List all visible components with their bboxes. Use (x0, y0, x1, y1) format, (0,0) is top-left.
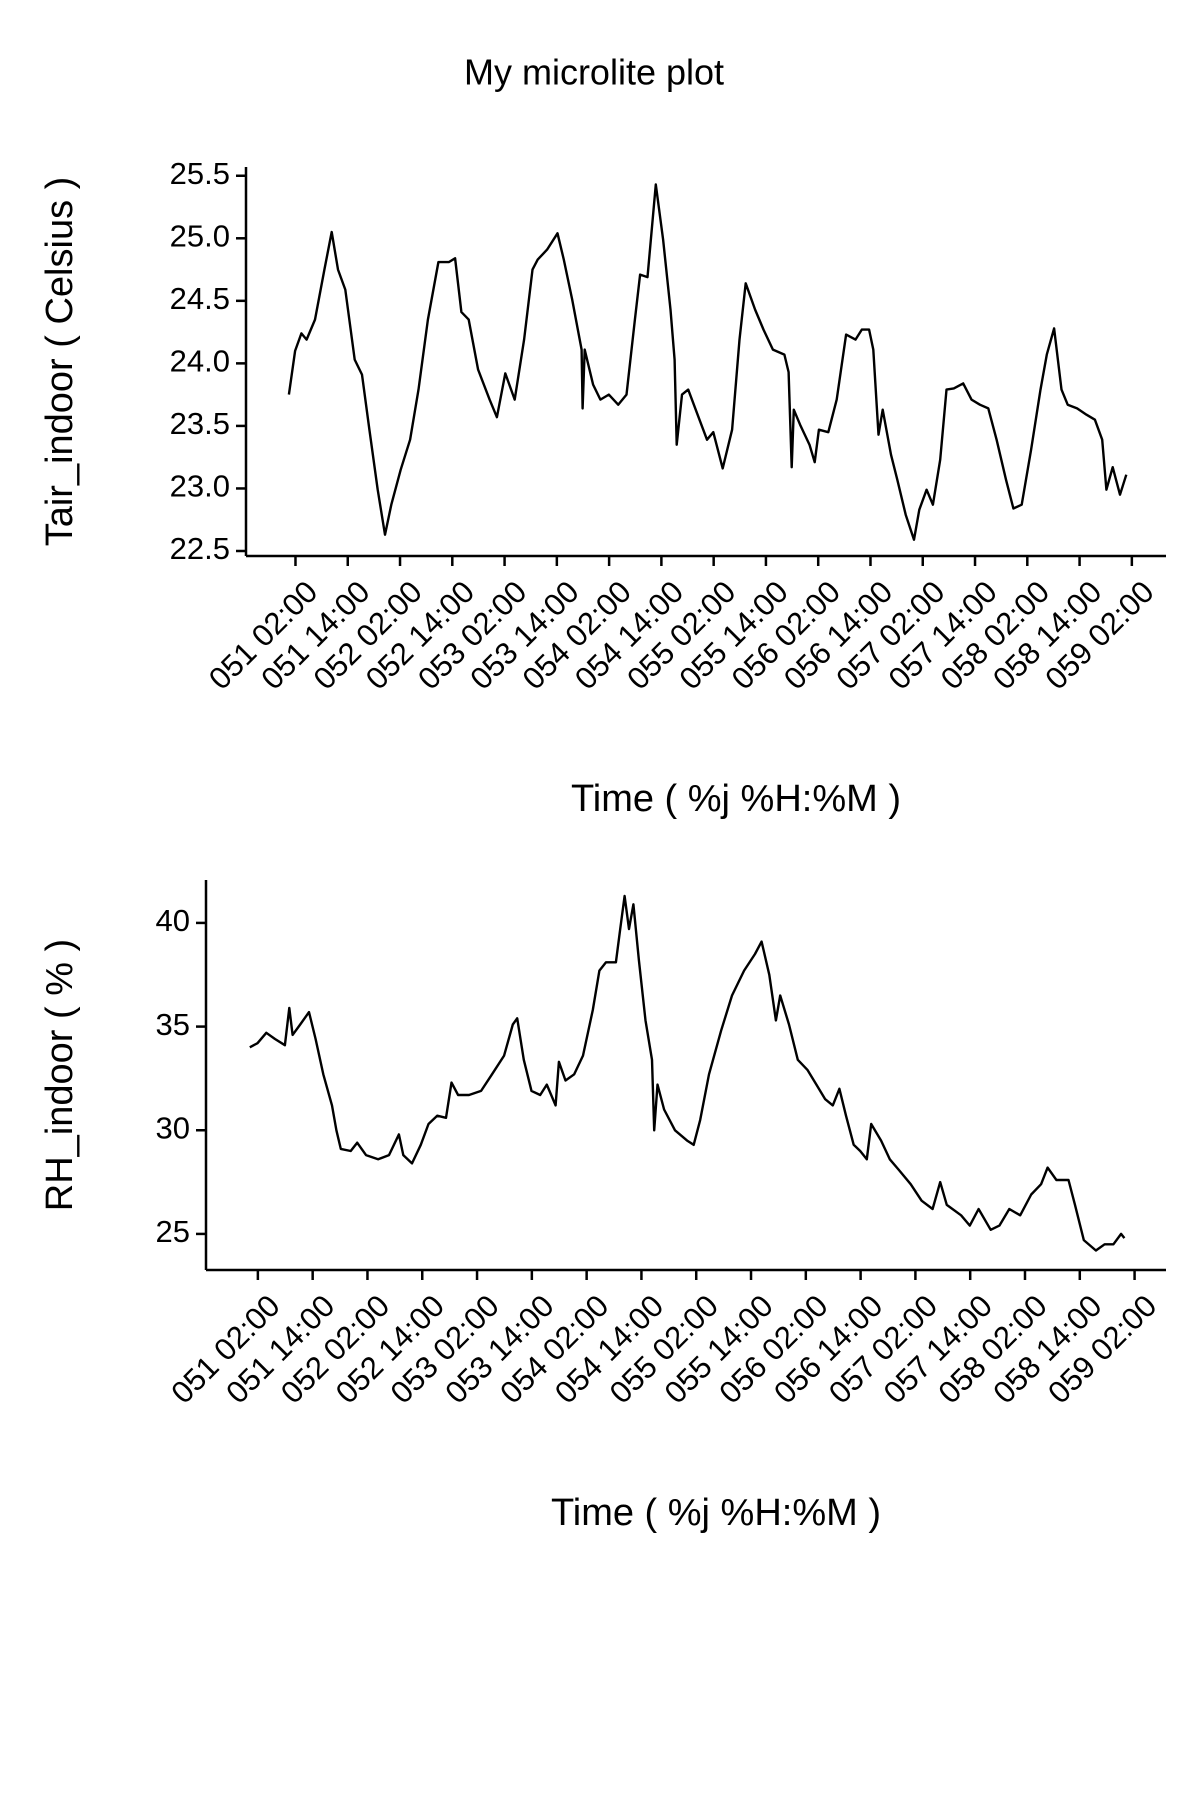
x-axis-label: Time ( %j %H:%M ) (571, 778, 901, 820)
y-tick-label: 24.5 (170, 281, 230, 316)
y-tick-label: 23.0 (170, 469, 230, 504)
y-axis-label: Tair_indoor ( Celsius ) (39, 177, 81, 547)
y-tick-label: 40 (156, 903, 190, 938)
y-tick-label: 23.5 (170, 406, 230, 441)
x-axis-label: Time ( %j %H:%M ) (551, 1492, 881, 1534)
chart-title: My microlite plot (464, 52, 724, 93)
y-tick-label: 22.5 (170, 531, 230, 566)
data-line (287, 183, 1128, 541)
y-tick-label: 24.0 (170, 344, 230, 379)
y-tick-label: 25.0 (170, 218, 230, 253)
y-tick-label: 25 (156, 1214, 190, 1249)
data-line (249, 894, 1126, 1252)
y-tick-label: 35 (156, 1007, 190, 1042)
y-tick-label: 25.5 (170, 156, 230, 191)
y-axis-label: RH_indoor ( % ) (39, 939, 81, 1211)
y-tick-label: 30 (156, 1110, 190, 1145)
